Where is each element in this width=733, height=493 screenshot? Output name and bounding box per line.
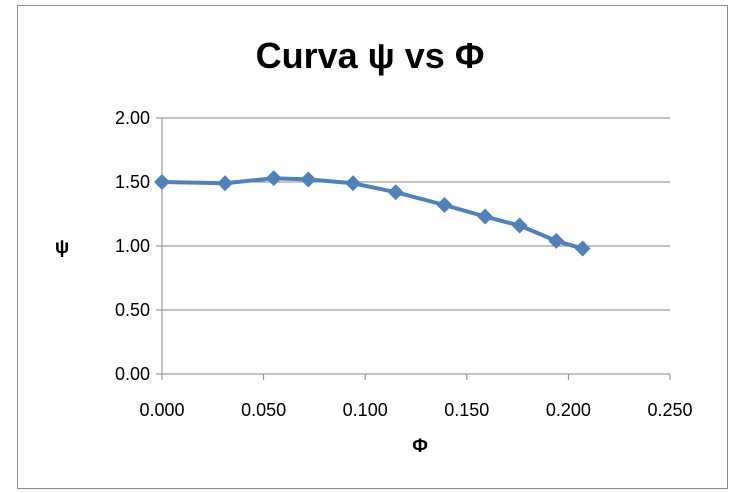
axes (156, 117, 671, 380)
series-group (154, 170, 591, 257)
y-tick-label: 2.00 (115, 108, 150, 128)
x-tick-label: 0.250 (647, 400, 692, 420)
x-tick-label: 0.000 (139, 400, 184, 420)
y-axis-label: ψ (55, 237, 69, 258)
data-point-marker (345, 175, 362, 192)
x-tick-label: 0.200 (546, 400, 591, 420)
y-tick-label: 0.00 (115, 364, 150, 384)
gridlines (162, 117, 670, 311)
x-axis-label: Φ (412, 436, 428, 457)
data-point-marker (216, 175, 233, 192)
x-tick-label: 0.100 (343, 400, 388, 420)
data-point-marker (300, 171, 317, 188)
y-tick-label: 1.50 (115, 172, 150, 192)
y-tick-label: 0.50 (115, 300, 150, 320)
x-tick-label: 0.150 (444, 400, 489, 420)
data-point-marker (154, 174, 170, 190)
data-point-marker (387, 184, 404, 201)
chart-frame (17, 5, 728, 489)
x-tick-label: 0.050 (241, 400, 286, 420)
data-point-marker (574, 240, 591, 257)
y-tick-label: 1.00 (115, 236, 150, 256)
data-point-marker (477, 208, 494, 225)
data-point-marker (265, 170, 282, 187)
data-point-marker (511, 217, 528, 234)
data-point-marker (436, 197, 453, 214)
x-tick-labels: 0.000 0.050 0.100 0.150 0.200 0.250 (139, 400, 692, 420)
y-tick-labels: 0.00 0.50 1.00 1.50 2.00 (115, 108, 150, 384)
data-point-marker (548, 232, 565, 249)
chart-title: Curva ψ vs Φ (256, 35, 485, 76)
